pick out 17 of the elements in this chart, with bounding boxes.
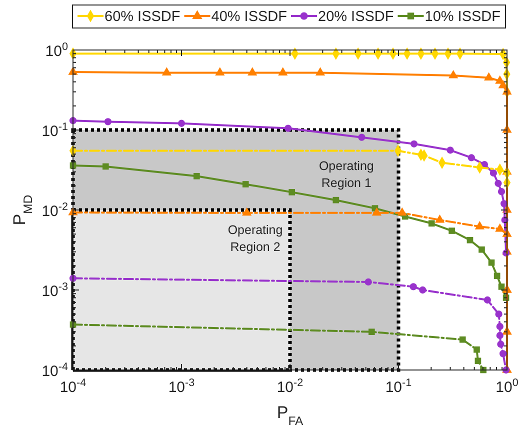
legend-label: 10% ISSDF	[424, 9, 501, 25]
y-tick-label: 10$^{0}$	[45, 41, 68, 60]
y-tick-label: 10$^{-3}$	[42, 281, 68, 300]
x-tick-label: 10$^{-3}$	[168, 377, 195, 396]
x-tick-label: 10$^{-1}$	[385, 377, 412, 396]
x-tick-label: 10$^{-4}$	[60, 377, 86, 396]
x-tick-label: 10$^{0}$	[496, 377, 518, 396]
legend-label: 40% ISSDF	[211, 9, 288, 25]
annotation: Operating Region 1	[318, 159, 374, 190]
legend-label: 20% ISSDF	[318, 9, 394, 25]
y-tick-label: 10$^{-4}$	[42, 361, 68, 380]
annotation: Operating Region 2	[228, 223, 283, 254]
x-axis-title: P$_{FA}$	[276, 403, 304, 428]
x-tick-label: 10$^{-2}$	[276, 377, 304, 396]
y-tick-label: 10$^{-2}$	[42, 201, 68, 220]
y-tick-label: 10$^{-1}$	[42, 121, 68, 140]
legend-label: 60% ISSDF	[104, 9, 180, 25]
